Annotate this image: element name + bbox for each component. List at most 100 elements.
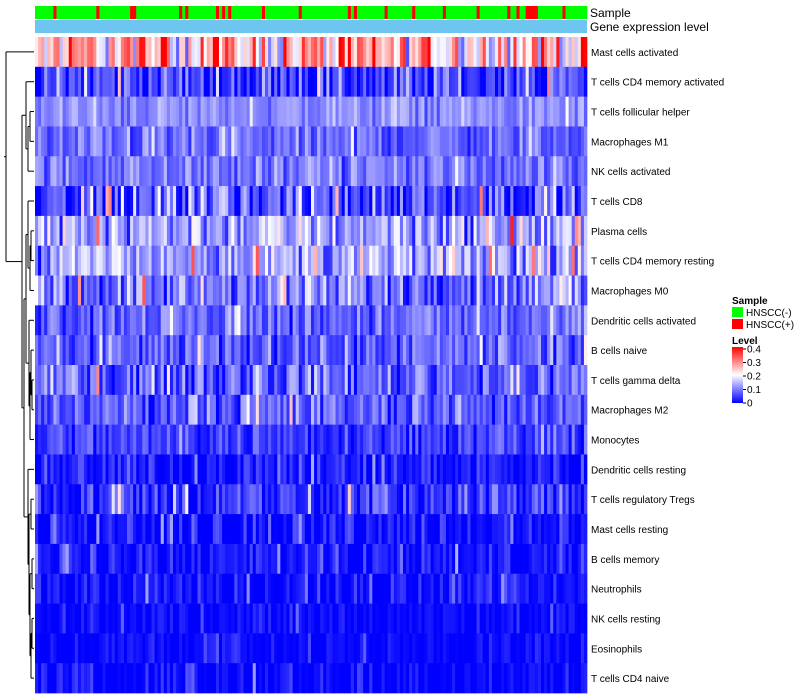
heatmap-cell: [485, 275, 490, 306]
heatmap-cell: [387, 275, 392, 306]
heatmap-cell: [476, 484, 481, 515]
heatmap-cell: [173, 663, 177, 694]
heatmap-cell: [341, 454, 346, 485]
heatmap-cell: [93, 424, 97, 455]
heatmap-cell: [320, 365, 324, 396]
heatmap-cell: [84, 186, 88, 217]
heatmap-cell: [501, 37, 505, 68]
row-label: T cells gamma delta: [591, 376, 681, 387]
heatmap-cell: [93, 454, 97, 485]
heatmap-cell: [412, 37, 416, 68]
heatmap-cell: [111, 37, 116, 68]
heatmap-cell: [237, 603, 241, 634]
heatmap-cell: [366, 156, 370, 187]
heatmap-cell: [301, 663, 306, 694]
heatmap-cell: [206, 633, 211, 664]
heatmap-cell: [179, 245, 183, 276]
heatmap-cell: [353, 126, 358, 157]
heatmap-cell: [393, 305, 398, 336]
heatmap-cell: [151, 156, 155, 187]
heatmap-cell: [485, 633, 490, 664]
heatmap-cell: [528, 275, 533, 306]
heatmap-cell: [360, 186, 364, 217]
heatmap-cell: [326, 603, 330, 634]
heatmap-cell: [516, 245, 520, 276]
heatmap-cell: [384, 66, 389, 97]
heatmap-cell: [430, 394, 435, 425]
heatmap-cell: [491, 215, 496, 247]
heatmap-cell: [455, 215, 459, 247]
heatmap-cell: [534, 663, 539, 694]
heatmap-cell: [246, 573, 251, 604]
heatmap-cell: [93, 66, 97, 97]
heatmap-cell: [53, 633, 57, 664]
heatmap-cell: [50, 66, 54, 97]
heatmap-cell: [265, 394, 269, 425]
heatmap-cell: [458, 454, 462, 485]
heatmap-cell: [393, 335, 398, 366]
heatmap-cell: [338, 603, 343, 634]
heatmap-cell: [311, 663, 315, 694]
heatmap-cell: [491, 514, 496, 545]
heatmap-cell: [442, 514, 447, 545]
heatmap-cell: [289, 454, 293, 485]
heatmap-cell: [108, 573, 113, 604]
heatmap-cell: [436, 245, 441, 276]
heatmap-cell: [531, 37, 536, 68]
heatmap-cell: [461, 394, 465, 425]
heatmap-cell: [188, 305, 192, 336]
heatmap-cell: [62, 514, 67, 545]
heatmap-cell: [301, 484, 306, 515]
heatmap-cell: [234, 215, 238, 247]
heatmap-cell: [565, 573, 569, 604]
heatmap-cell: [65, 394, 70, 425]
heatmap-cell: [544, 245, 548, 276]
row-label: Monocytes: [591, 436, 639, 447]
heatmap-cell: [301, 603, 306, 634]
heatmap-cell: [206, 365, 211, 396]
heatmap-cell: [311, 573, 315, 604]
heatmap-cell: [519, 126, 523, 157]
heatmap-cell: [320, 126, 324, 157]
heatmap-cell: [249, 215, 254, 247]
heatmap-cell: [409, 573, 413, 604]
heatmap-cell: [436, 514, 441, 545]
heatmap-cell: [200, 365, 205, 396]
heatmap-cell: [68, 37, 73, 68]
heatmap-cell: [154, 394, 159, 425]
heatmap-cell: [550, 603, 554, 634]
heatmap-cell: [157, 245, 162, 276]
heatmap-cell: [261, 126, 266, 157]
heatmap-cell: [292, 663, 297, 694]
heatmap-cell: [473, 305, 477, 336]
sample-annotation-cell: [442, 6, 447, 19]
heatmap-cell: [323, 543, 327, 575]
heatmap-cell: [222, 514, 226, 545]
heatmap-cell: [84, 603, 88, 634]
heatmap-cell: [387, 156, 392, 187]
heatmap-cell: [258, 454, 263, 485]
heatmap-cell: [449, 245, 453, 276]
heatmap-cell: [375, 454, 379, 485]
heatmap-cell: [295, 394, 300, 425]
heatmap-cell: [547, 66, 551, 97]
heatmap-cell: [412, 543, 416, 575]
heatmap-cell: [531, 66, 536, 97]
heatmap-cell: [219, 663, 223, 694]
heatmap-cell: [418, 335, 422, 366]
heatmap-cell: [90, 156, 94, 187]
heatmap-cell: [326, 484, 330, 515]
heatmap-cell: [418, 245, 422, 276]
sample-annotation-cell: [280, 6, 284, 19]
heatmap-cell: [289, 66, 293, 97]
heatmap-cell: [495, 96, 499, 127]
heatmap-cell: [403, 514, 407, 545]
heatmap-cell: [396, 37, 401, 68]
heatmap-cell: [280, 245, 284, 276]
heatmap-cell: [537, 424, 542, 455]
heatmap-cell: [93, 186, 97, 217]
heatmap-cell: [286, 215, 290, 247]
heatmap-cell: [136, 573, 140, 604]
heatmap-cell: [513, 275, 517, 306]
heatmap-cell: [240, 514, 244, 545]
